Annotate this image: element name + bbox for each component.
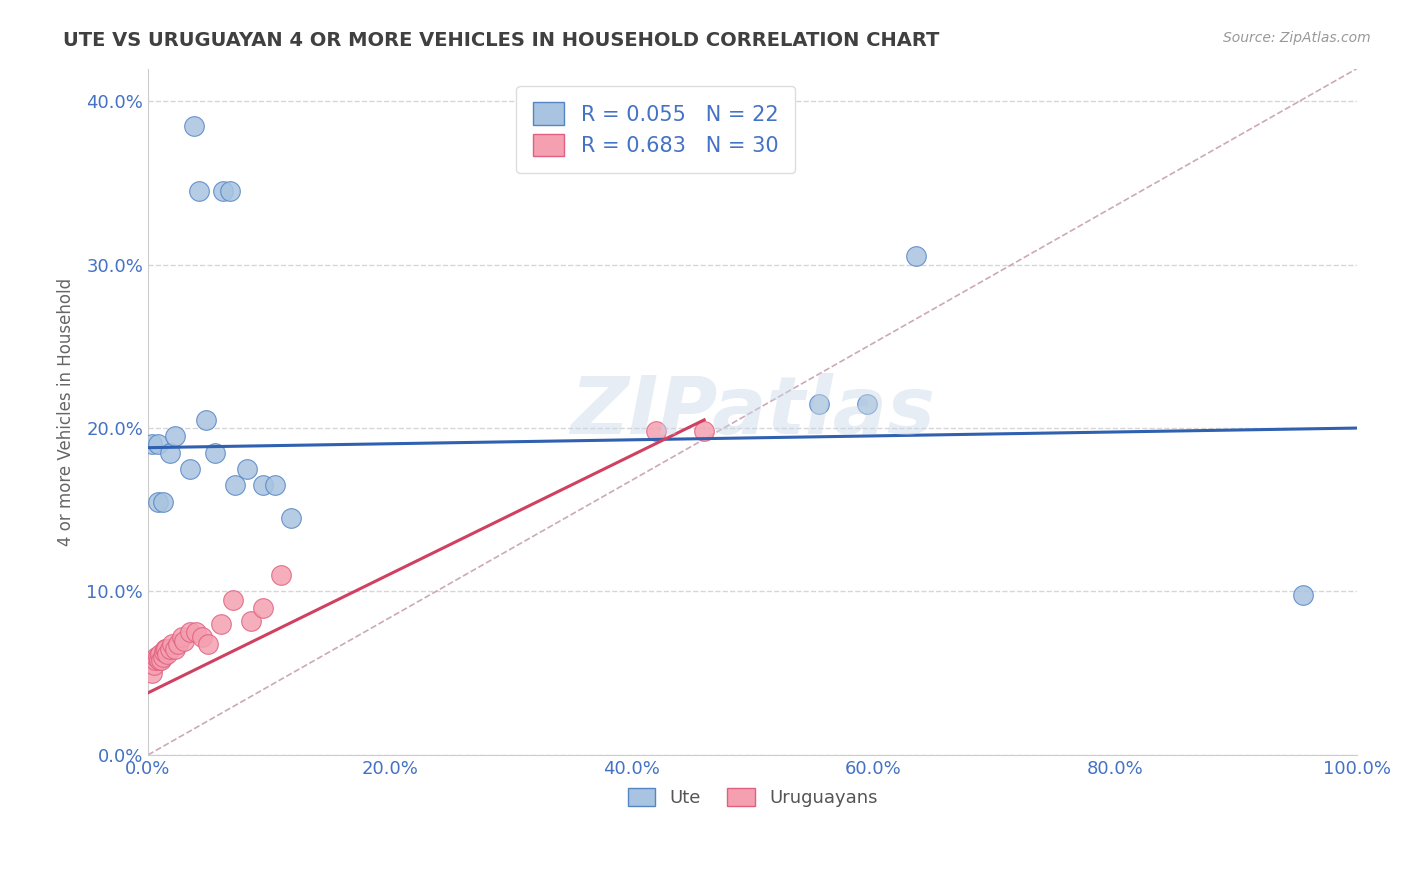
Text: UTE VS URUGUAYAN 4 OR MORE VEHICLES IN HOUSEHOLD CORRELATION CHART: UTE VS URUGUAYAN 4 OR MORE VEHICLES IN H… <box>63 31 939 50</box>
Point <box>167 637 190 651</box>
Point <box>219 184 242 198</box>
Point <box>153 641 176 656</box>
Point <box>159 641 181 656</box>
Point <box>693 425 716 439</box>
Point <box>163 641 186 656</box>
Y-axis label: 4 or more Vehicles in Household: 4 or more Vehicles in Household <box>58 277 75 546</box>
Point <box>187 184 209 198</box>
Point <box>252 478 274 492</box>
Point <box>145 649 167 664</box>
Point <box>148 653 170 667</box>
Point <box>197 637 219 651</box>
Point <box>143 658 166 673</box>
Point <box>179 625 201 640</box>
Point <box>152 645 174 659</box>
Point <box>904 250 927 264</box>
Legend: Ute, Uruguayans: Ute, Uruguayans <box>620 780 884 814</box>
Point <box>146 649 169 664</box>
Point <box>152 649 174 664</box>
Point <box>224 478 246 492</box>
Point <box>239 614 262 628</box>
Point <box>183 119 205 133</box>
Point <box>856 396 879 410</box>
Point <box>160 637 183 651</box>
Point <box>146 437 169 451</box>
Point <box>280 511 302 525</box>
Point <box>221 592 243 607</box>
Point <box>270 568 292 582</box>
Point <box>146 494 169 508</box>
Point <box>236 462 259 476</box>
Point <box>186 625 208 640</box>
Text: Source: ZipAtlas.com: Source: ZipAtlas.com <box>1223 31 1371 45</box>
Point <box>264 478 287 492</box>
Point <box>191 630 214 644</box>
Point <box>204 445 226 459</box>
Point <box>156 647 179 661</box>
Point <box>173 633 195 648</box>
Point <box>141 666 163 681</box>
Point <box>252 600 274 615</box>
Point <box>209 617 232 632</box>
Point <box>163 429 186 443</box>
Point <box>141 437 163 451</box>
Point <box>808 396 831 410</box>
Point <box>155 641 177 656</box>
Point <box>1291 588 1313 602</box>
Point <box>212 184 235 198</box>
Point <box>644 425 666 439</box>
Text: ZIPatlas: ZIPatlas <box>569 373 935 450</box>
Point <box>152 494 174 508</box>
Point <box>143 653 166 667</box>
Point <box>150 653 173 667</box>
Point <box>170 630 193 644</box>
Point <box>149 647 172 661</box>
Point <box>195 413 218 427</box>
Point <box>159 445 181 459</box>
Point <box>179 462 201 476</box>
